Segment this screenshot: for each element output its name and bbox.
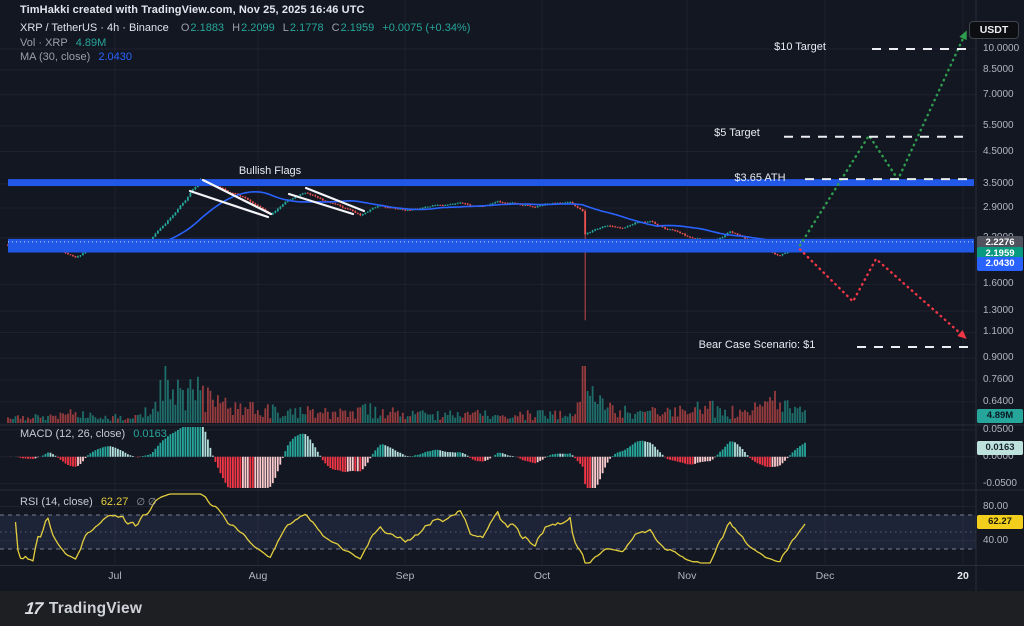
ma-legend-row[interactable]: MA (30, close) 2.0430 [20,51,137,63]
chart-canvas[interactable] [0,0,1024,591]
annotation-five-target: $5 Target [714,127,760,139]
macd-label: MACD (12, 26, close) [20,428,126,440]
price-tag-2.0430: 2.0430 [977,257,1023,271]
price-axis-tick: 1.6000 [983,278,1014,290]
time-axis-tick-Dec: Dec [815,570,835,582]
currency-toggle-button[interactable]: USDT [969,21,1019,39]
annotation-bear-case: Bear Case Scenario: $1 [698,339,816,351]
price-axis-tick: 10.0000 [983,43,1020,54]
price-axis-tick: 1.3000 [983,305,1014,316]
ohlc-close-value: 2.1959 [340,22,375,34]
macd-axis-tick: -0.0500 [983,477,1017,489]
price-tag-4.89M: 4.89M [977,409,1023,423]
rsi-line [14,493,806,564]
bull-projection-arrow [798,30,967,247]
price-axis-tick: 8.5000 [983,63,1014,75]
rsi-label: RSI (14, close) [20,496,93,508]
ohlc-low-value: 2.1778 [289,22,324,34]
bull-flag-lines [188,178,366,219]
bear-projection-arrow [798,248,967,339]
time-axis-tick-20: 20 [957,570,969,582]
price-axis-tick: 7.0000 [983,88,1014,100]
macd-axis-tick: 0.0500 [983,423,1014,435]
ma-value: 2.0430 [98,51,133,63]
volume-histogram [7,366,806,423]
price-axis-tick: 4.5000 [983,145,1014,157]
ma-label: MA (30, close) [20,51,91,63]
price-axis-tick: 0.7600 [983,373,1014,385]
ohlc-low-label: L [282,22,289,34]
price-tag-0.0163: 0.0163 [977,441,1023,455]
rsi-value: 62.27 [100,496,129,508]
macd-value: 0.0163 [133,428,167,440]
volume-label: Vol · XRP [20,37,68,49]
time-axis-tick-Nov: Nov [677,570,697,582]
rsi-hidden-icons[interactable]: ∅ ∅ [136,497,157,508]
time-axis-tick-Oct: Oct [533,570,551,582]
footer-bar: 17 TradingView [0,591,1024,626]
volume-legend-row[interactable]: Vol · XRP 4.89M [20,37,111,49]
price-axis-tick: 2.9000 [983,201,1014,213]
gridlines [0,0,976,565]
price-tag-62.27: 62.27 [977,515,1023,529]
change-value: +0.0075 (+0.34%) [382,22,471,34]
time-axis-tick-Jul: Jul [108,570,122,582]
rsi-axis-tick: 40.00 [983,534,1009,546]
macd-legend-row[interactable]: MACD (12, 26, close) 0.0163 [20,428,172,440]
ohlc-close-label: C [331,22,340,34]
watermark-credit: TimHakki created with TradingView.com, N… [20,4,365,16]
time-axis-tick-Aug: Aug [248,570,268,582]
tradingview-logo-icon[interactable]: 17 [24,598,43,618]
tradingview-brand[interactable]: TradingView [48,599,143,617]
price-axis-tick: 1.1000 [983,326,1014,338]
time-axis-tick-Sep: Sep [395,570,415,582]
symbol-title: XRP / TetherUS · 4h · Binance [20,22,169,34]
price-axis-tick: 0.9000 [983,352,1014,364]
macd-histogram [9,427,806,488]
pane-separators [0,0,1024,591]
target-level-lines [784,48,971,348]
price-axis-tick: 5.5000 [983,119,1014,131]
volume-value: 4.89M [75,37,107,49]
ohlc-open-value: 2.1883 [190,22,225,34]
support-resistance-bands [8,179,974,253]
annotation-bullish-flags: Bullish Flags [238,165,302,177]
rsi-legend-row[interactable]: RSI (14, close) 62.27 ∅ ∅ [20,496,162,508]
rsi-axis-tick: 80.00 [983,500,1009,512]
price-axis-tick: 3.5000 [983,177,1014,189]
macd-axis-tick: 0.0000 [983,450,1014,462]
ohlc-high-value: 2.2099 [241,22,275,34]
rsi-band [0,514,976,550]
annotation-ten-target: $10 Target [774,41,826,53]
annotation-ath-level: $3.65 ATH [734,172,786,184]
price-axis-tick: 0.6400 [983,396,1014,407]
symbol-legend-row[interactable]: XRP / TetherUS · 4h · Binance O2.1883 H2… [20,22,475,34]
ohlc-open-label: O [180,22,190,34]
ohlc-high-label: H [232,22,241,34]
